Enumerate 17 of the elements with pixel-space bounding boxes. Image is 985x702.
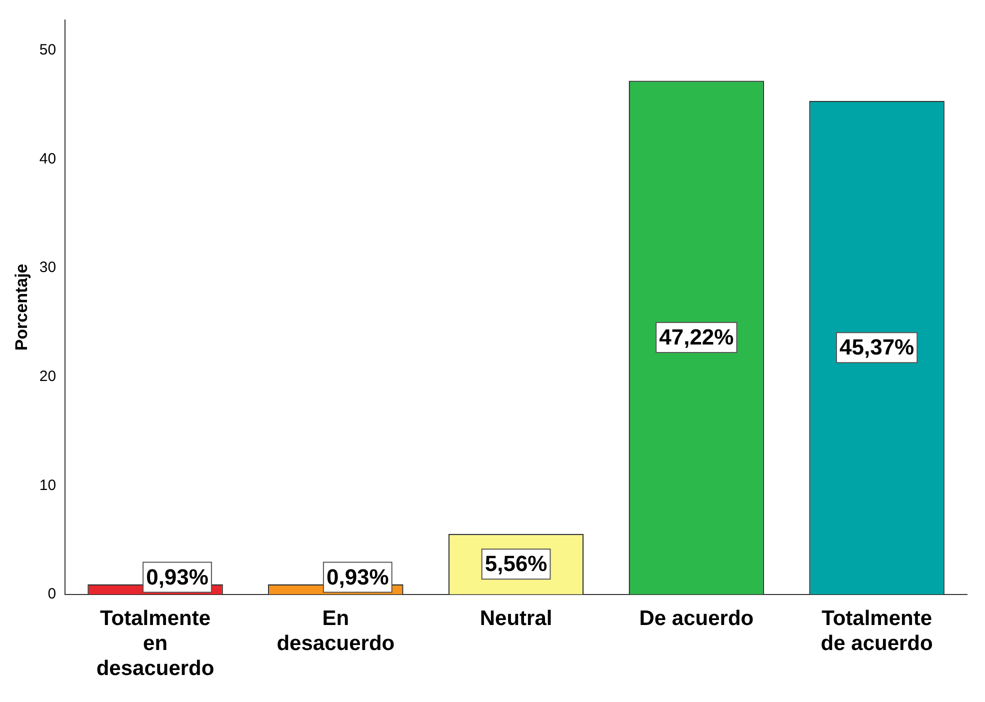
y-tick-label: 30 (39, 259, 56, 276)
y-axis-title: Porcentaje (12, 264, 31, 351)
x-tick-label: De acuerdo (639, 606, 754, 630)
x-tick-label: En desacuerdo (276, 606, 395, 655)
y-tick-label: 20 (39, 368, 56, 385)
data-label: 45,37% (839, 334, 914, 360)
data-label: 0,93% (146, 564, 208, 590)
y-tick-label: 10 (39, 476, 56, 494)
y-tick-label: 0 (48, 586, 56, 603)
data-label: 47,22% (659, 324, 734, 350)
x-tick-label: Totalmente en desacuerdo (96, 606, 214, 680)
y-tick-label: 40 (39, 150, 56, 168)
data-label: 5,56% (484, 551, 548, 576)
x-tick-label: Totalmente de acuerdo (820, 606, 933, 655)
x-tick-label: Neutral (480, 606, 552, 630)
y-tick-label: 50 (39, 42, 56, 59)
data-label: 0,93% (326, 564, 389, 590)
